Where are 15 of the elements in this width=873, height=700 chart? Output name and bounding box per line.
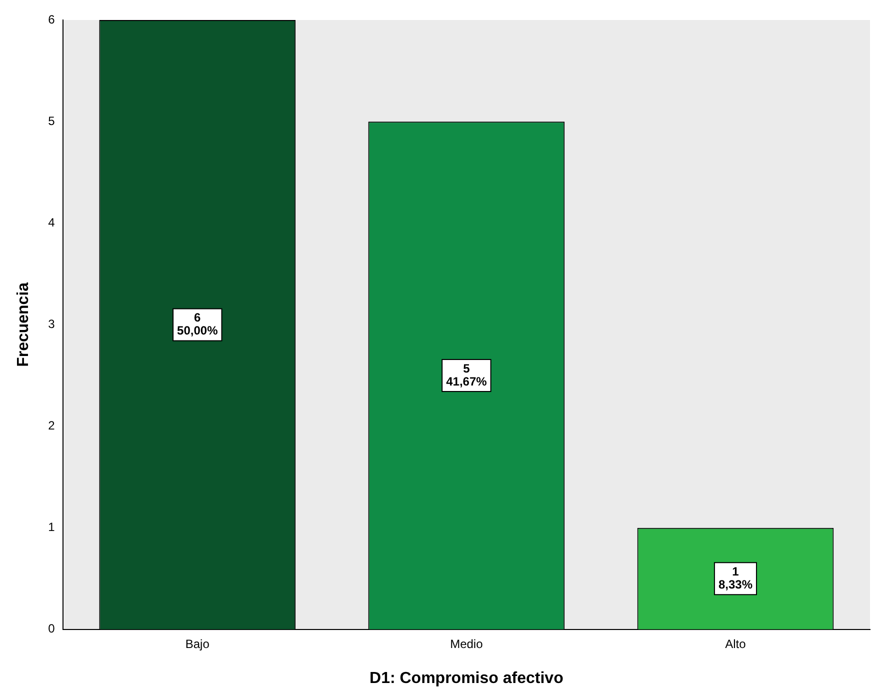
y-tick-label: 5 [48,114,56,128]
data-label: 6 50,00% [177,310,218,338]
y-tick-label: 6 [48,12,56,26]
data-label: 1 8,33% [718,564,753,592]
x-tick-label: Medio [450,636,484,651]
y-tick-label: 4 [48,215,56,230]
y-axis-title: Frecuencia [15,282,32,367]
x-tick-label: Bajo [185,636,210,651]
y-tick-label: 2 [48,418,56,433]
y-tick-label: 1 [48,520,56,534]
x-tick-label: Alto [725,636,746,651]
y-tick-label: 0 [48,622,56,636]
x-axis-title: D1: Compromiso afectivo [370,670,564,687]
y-tick-label: 3 [48,317,56,332]
data-label: 5 41,67% [446,361,488,388]
